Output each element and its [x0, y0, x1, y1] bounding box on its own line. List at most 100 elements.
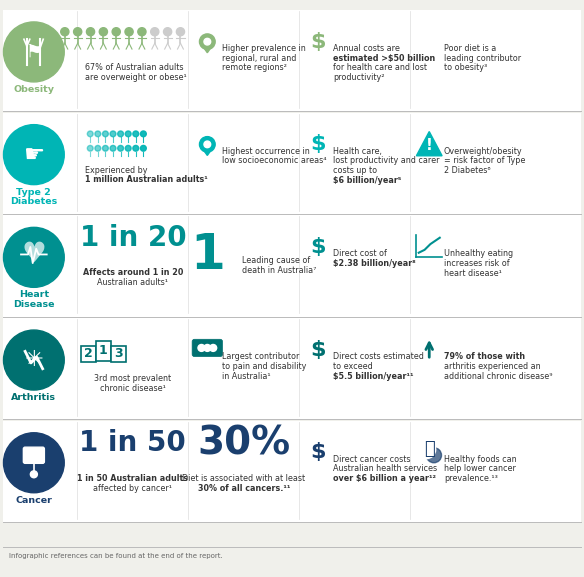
- Circle shape: [133, 145, 139, 151]
- Polygon shape: [416, 132, 442, 156]
- Circle shape: [176, 28, 185, 36]
- Circle shape: [4, 125, 64, 185]
- Circle shape: [117, 145, 124, 151]
- Circle shape: [86, 28, 95, 36]
- Circle shape: [198, 344, 205, 351]
- Text: Heart
Disease: Heart Disease: [13, 290, 55, 309]
- Text: Type 2
Diabetes: Type 2 Diabetes: [11, 188, 57, 206]
- Text: ✳: ✳: [25, 350, 43, 370]
- FancyBboxPatch shape: [3, 318, 581, 419]
- Text: chronic disease¹: chronic disease¹: [100, 384, 166, 393]
- Text: over $6 billion a year¹²: over $6 billion a year¹²: [333, 474, 436, 484]
- FancyBboxPatch shape: [111, 346, 126, 362]
- Circle shape: [110, 145, 116, 151]
- Text: Leading cause of: Leading cause of: [242, 256, 311, 265]
- Text: 1: 1: [99, 344, 107, 357]
- Text: 67% of Australian adults: 67% of Australian adults: [85, 63, 183, 72]
- Text: Overweight/obesity: Overweight/obesity: [444, 147, 523, 156]
- Circle shape: [140, 145, 146, 151]
- Text: $: $: [311, 32, 326, 51]
- Text: 79% of those with: 79% of those with: [444, 352, 525, 361]
- Text: Poor diet is a: Poor diet is a: [444, 44, 496, 53]
- Text: lost productivity and carer: lost productivity and carer: [333, 156, 439, 166]
- FancyBboxPatch shape: [3, 421, 581, 522]
- Circle shape: [4, 330, 64, 390]
- Text: are overweight or obese¹: are overweight or obese¹: [85, 73, 186, 82]
- FancyBboxPatch shape: [96, 341, 111, 361]
- Circle shape: [103, 145, 109, 151]
- Circle shape: [103, 131, 109, 137]
- Circle shape: [4, 227, 64, 287]
- Text: = risk factor of Type: = risk factor of Type: [444, 156, 525, 166]
- Text: to exceed: to exceed: [333, 362, 373, 371]
- Circle shape: [117, 131, 124, 137]
- Text: productivity²: productivity²: [333, 73, 384, 83]
- Text: prevalence.¹³: prevalence.¹³: [444, 474, 498, 484]
- Text: 3rd most prevalent: 3rd most prevalent: [94, 374, 172, 383]
- Text: ♥: ♥: [22, 241, 46, 268]
- Text: ⚑: ⚑: [26, 43, 42, 61]
- Circle shape: [88, 145, 93, 151]
- Polygon shape: [201, 146, 214, 155]
- Text: Largest contributor: Largest contributor: [222, 352, 299, 361]
- Text: to obesity³: to obesity³: [444, 63, 487, 73]
- Text: $6 billion/year⁵: $6 billion/year⁵: [333, 176, 401, 185]
- Text: $: $: [311, 237, 326, 257]
- Circle shape: [204, 344, 211, 351]
- Circle shape: [140, 131, 146, 137]
- Text: 1 in 20: 1 in 20: [79, 224, 186, 252]
- Circle shape: [151, 28, 159, 36]
- Circle shape: [61, 28, 69, 36]
- Text: Direct costs estimated: Direct costs estimated: [333, 352, 424, 361]
- Text: 30%: 30%: [197, 424, 290, 462]
- Text: leading contributor: leading contributor: [444, 54, 521, 63]
- Text: Obesity: Obesity: [13, 85, 54, 94]
- Text: costs up to: costs up to: [333, 166, 377, 175]
- Text: Direct cancer costs: Direct cancer costs: [333, 455, 411, 464]
- Text: Direct cost of: Direct cost of: [333, 249, 387, 258]
- Text: Experienced by: Experienced by: [85, 166, 147, 175]
- Text: Healthy foods can: Healthy foods can: [444, 455, 516, 464]
- FancyBboxPatch shape: [81, 346, 96, 362]
- Text: ☛: ☛: [23, 143, 44, 167]
- Text: Unhealthy eating: Unhealthy eating: [444, 249, 513, 258]
- FancyBboxPatch shape: [3, 113, 581, 214]
- Text: 1 in 50 Australian adults: 1 in 50 Australian adults: [77, 474, 189, 483]
- Circle shape: [138, 28, 146, 36]
- Text: for health care and lost: for health care and lost: [333, 63, 427, 73]
- Text: Australian health services: Australian health services: [333, 464, 437, 474]
- Text: $: $: [311, 134, 326, 154]
- Text: 2: 2: [84, 347, 92, 360]
- Text: 30% of all cancers.¹¹: 30% of all cancers.¹¹: [197, 484, 290, 493]
- Text: arthritis experienced an: arthritis experienced an: [444, 362, 540, 371]
- Circle shape: [110, 131, 116, 137]
- Circle shape: [204, 141, 211, 148]
- Text: low socioeconomic areas⁴: low socioeconomic areas⁴: [222, 156, 326, 166]
- Polygon shape: [201, 43, 214, 53]
- Text: Health care,: Health care,: [333, 147, 382, 156]
- Circle shape: [95, 145, 101, 151]
- Circle shape: [88, 131, 93, 137]
- Text: Diet is associated with at least: Diet is associated with at least: [182, 474, 305, 483]
- Circle shape: [4, 433, 64, 493]
- Text: $5.5 billion/year¹¹: $5.5 billion/year¹¹: [333, 372, 413, 381]
- Circle shape: [133, 131, 139, 137]
- Text: Annual costs are: Annual costs are: [333, 44, 400, 53]
- Text: heart disease¹: heart disease¹: [444, 269, 502, 278]
- Circle shape: [4, 22, 64, 82]
- Circle shape: [95, 131, 101, 137]
- Text: Higher prevalence in: Higher prevalence in: [222, 44, 305, 53]
- Text: 3: 3: [114, 347, 123, 360]
- Circle shape: [417, 440, 436, 459]
- FancyBboxPatch shape: [192, 339, 223, 357]
- Text: 🍐: 🍐: [424, 440, 434, 459]
- Circle shape: [99, 28, 107, 36]
- Text: Arthritis: Arthritis: [11, 393, 57, 402]
- Text: 1: 1: [190, 231, 225, 279]
- Text: regional, rural and: regional, rural and: [222, 54, 296, 63]
- Text: $: $: [311, 340, 326, 359]
- Text: 1 million Australian adults¹: 1 million Australian adults¹: [85, 175, 207, 185]
- Text: help lower cancer: help lower cancer: [444, 464, 516, 474]
- Circle shape: [204, 38, 211, 45]
- FancyBboxPatch shape: [3, 10, 581, 111]
